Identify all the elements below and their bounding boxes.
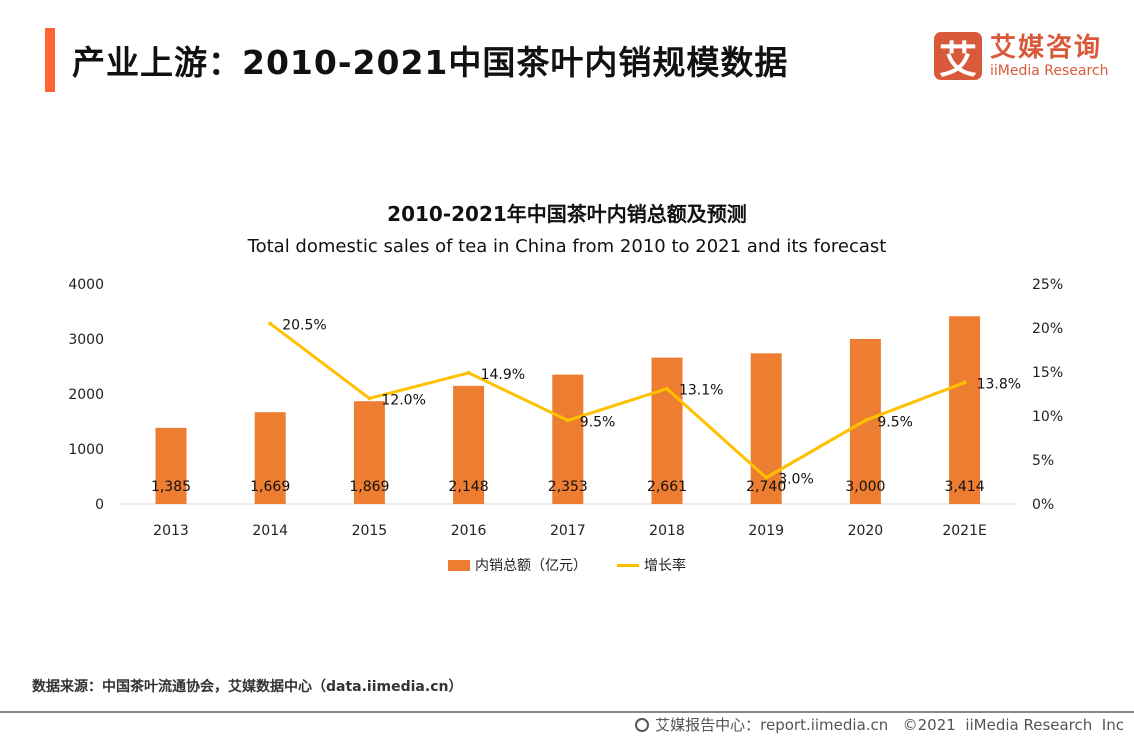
x-tick-label: 2017 [550,523,586,539]
growth-rate-point [764,475,769,480]
legend: 内销总额（亿元） 增长率 [0,555,1134,575]
chart-title: 2010-2021年中国茶叶内销总额及预测 [387,202,747,226]
bar [155,427,187,504]
growth-rate-point [466,370,471,375]
chart-subtitle: Total domestic sales of tea in China fro… [247,236,887,257]
x-tick-label: 2018 [649,523,685,539]
y-left-tick-label: 3000 [68,332,104,348]
x-tick-label: 2015 [352,523,388,539]
bar-data-label: 3,414 [945,479,985,495]
growth-rate-point [268,321,273,326]
bar [453,385,485,504]
x-tick-label: 2016 [451,523,487,539]
legend-line-label: 增长率 [644,558,686,574]
growth-rate-label: 14.9% [481,367,525,383]
growth-rate-label: 12.0% [381,392,425,408]
y-right-tick-label: 20% [1032,321,1063,337]
bar [254,412,286,504]
growth-rate-label: 9.5% [877,414,913,430]
legend-line-swatch [617,563,639,567]
y-left-tick-label: 2000 [68,387,104,403]
bar-data-label: 1,669 [250,479,290,495]
y-right-tick-label: 0% [1032,497,1054,513]
footer-text: 艾媒报告中心：report.iimedia.cn ©2021 iiMedia R… [655,716,1124,734]
iimedia-logo: 艾 艾媒咨询 iiMedia Research [934,32,1109,82]
y-left-tick-label: 4000 [68,277,104,293]
logo-en: iiMedia Research [990,63,1109,79]
bar [651,357,683,504]
growth-rate-label: 13.1% [679,383,723,399]
bar-data-label: 2,353 [548,479,588,495]
y-left-tick-label: 0 [95,497,104,513]
growth-rate-label: 9.5% [580,414,616,430]
x-tick-label: 2013 [153,523,189,539]
x-tick-label: 2021E [942,523,986,539]
bar [949,316,981,504]
bar [552,374,584,504]
legend-bar-swatch [448,559,470,571]
bar-data-label: 3,000 [845,479,885,495]
growth-rate-label: 13.8% [977,377,1021,393]
bar-data-label: 1,869 [349,479,389,495]
growth-rate-label: 20.5% [282,318,326,334]
y-right-tick-label: 25% [1032,277,1063,293]
y-left-tick-label: 1000 [68,442,104,458]
footer-divider [0,711,1134,713]
page-title: 产业上游：2010-2021中国茶叶内销规模数据 [72,43,789,82]
globe-icon [635,717,650,732]
data-source: 数据来源：中国茶叶流通协会，艾媒数据中心（data.iimedia.cn） [32,679,463,695]
x-tick-label: 2020 [848,523,884,539]
footer: 艾媒报告中心：report.iimedia.cn ©2021 iiMedia R… [635,714,1124,735]
y-right-tick-label: 15% [1032,365,1063,381]
y-right-tick-label: 5% [1032,453,1054,469]
growth-rate-point [665,386,669,391]
growth-rate-point [962,380,967,385]
x-tick-label: 2019 [748,523,784,539]
title-accent-bar [45,28,55,92]
growth-rate-line [269,322,966,480]
chart: 0 1000 2000 3000 4000 0% 5% 10% 15% 20% 25% 1,385 20… [68,277,1063,539]
bar-data-label: 2,148 [449,479,489,495]
bar-data-label: 2,661 [647,479,687,495]
legend-bar-label: 内销总额（亿元） [475,558,587,574]
logo-cn: 艾媒咨询 [990,33,1103,63]
growth-rate-point [565,418,570,423]
logo-mark: 艾 [934,32,982,82]
bar [353,401,385,504]
x-tick-label: 2014 [252,523,288,539]
growth-rate-point [863,418,868,423]
bar-data-label: 2,740 [746,479,786,495]
y-right-tick-label: 10% [1032,409,1063,425]
growth-rate-point [367,396,372,401]
bar-data-label: 1,385 [151,479,191,495]
growth-rate-label: 3.0% [778,472,814,488]
